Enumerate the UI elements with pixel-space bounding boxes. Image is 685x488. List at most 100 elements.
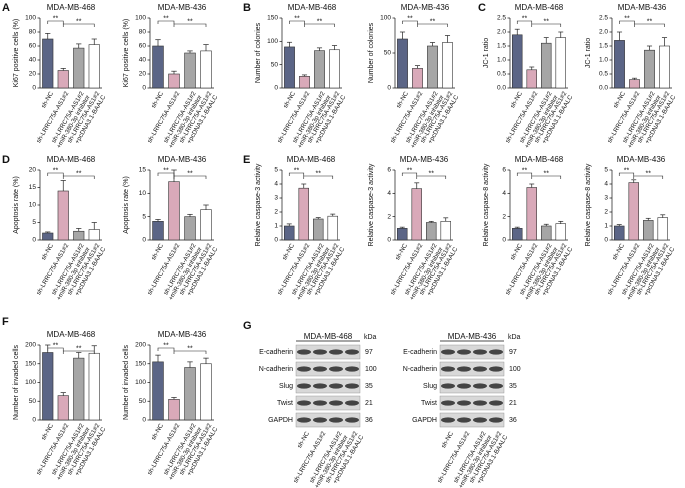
y-tick-label: 5 (604, 167, 608, 174)
protein-label: E-cadherin (403, 349, 437, 356)
y-tick-label: 15 (29, 184, 37, 191)
significance-label: ** (316, 170, 322, 177)
y-tick-label: 0 (142, 85, 146, 92)
significance-label: ** (294, 167, 300, 174)
blot-band (313, 349, 327, 355)
y-tick-label: 100 (135, 379, 146, 386)
significance-label: ** (522, 15, 528, 22)
panel-label: C (478, 2, 486, 14)
y-tick-label: 0 (142, 417, 146, 424)
panel-label: F (2, 316, 9, 328)
y-tick-label: 0 (32, 85, 36, 92)
y-tick-label: 4 (502, 190, 506, 197)
significance-label: ** (294, 15, 300, 22)
significance-label: ** (430, 18, 436, 25)
chart-title: MDA-MB-436 (617, 155, 666, 164)
blot-band (313, 366, 327, 372)
significance-label: ** (76, 345, 82, 352)
y-tick-label: 0 (604, 237, 608, 244)
kda-header: kDa (364, 334, 377, 341)
panel-label: D (2, 154, 10, 166)
blot-band (489, 349, 503, 355)
y-tick-label: 2.0 (599, 29, 608, 36)
bar (42, 38, 54, 89)
blot-band (489, 366, 503, 372)
bar (73, 230, 85, 241)
significance-bracket (157, 172, 175, 176)
significance-label: ** (647, 18, 653, 25)
significance-bracket (289, 20, 305, 24)
y-tick-label: 150 (25, 360, 36, 367)
y-tick-label: 0.5 (497, 71, 506, 78)
blot-band (345, 366, 359, 372)
bar (427, 45, 438, 89)
panel-label: G (243, 320, 252, 332)
blot-band (473, 417, 487, 423)
y-tick-label: 200 (135, 342, 146, 349)
significance-bracket (634, 23, 665, 27)
protein-label: N-cadherin (403, 366, 437, 373)
bar (88, 229, 100, 241)
y-tick-label: 6 (502, 167, 506, 174)
bar (555, 37, 566, 89)
y-tick-label: 5 (274, 167, 278, 174)
significance-bracket (62, 350, 95, 354)
chart-title: MDA-MB-468 (47, 330, 96, 339)
y-tick-label: 5 (142, 213, 146, 220)
bar (526, 69, 537, 89)
bar (397, 38, 408, 89)
y-tick-label: 10 (29, 202, 37, 209)
chart-title: MDA-MB-468 (47, 3, 96, 12)
y-tick-label: 100 (135, 15, 146, 22)
y-tick-label: 6 (387, 167, 391, 174)
bar (152, 361, 164, 421)
significance-bracket (416, 175, 447, 179)
kda-value: 21 (509, 400, 517, 407)
chart-title: MDA-MB-468 (47, 155, 96, 164)
blot-band (473, 349, 487, 355)
blot-band (473, 400, 487, 406)
bar (42, 352, 54, 421)
y-tick-label: 80 (29, 29, 37, 36)
blot-band (313, 400, 327, 406)
y-tick-label: 0.0 (497, 85, 506, 92)
significance-bracket (173, 175, 207, 179)
y-tick-label: 2.0 (497, 29, 506, 36)
y-tick-label: 20 (29, 167, 37, 174)
y-tick-label: 20 (139, 71, 147, 78)
bar (88, 44, 100, 89)
blot-band (345, 400, 359, 406)
significance-bracket (531, 23, 562, 27)
y-tick-label: 1 (274, 223, 278, 230)
bar (526, 187, 537, 241)
significance-label: ** (53, 167, 59, 174)
blot-title: MDA-MB-468 (304, 332, 353, 341)
bar (442, 42, 453, 89)
blot-band (441, 400, 455, 406)
y-axis-label: Relative caspase-3 activity (368, 163, 375, 246)
kda-value: 100 (509, 366, 521, 373)
bar (57, 70, 69, 89)
significance-bracket (47, 347, 64, 351)
kda-value: 100 (365, 366, 377, 373)
y-tick-label: 150 (135, 360, 146, 367)
chart-title: MDA-MB-468 (287, 155, 336, 164)
significance-bracket (633, 175, 664, 179)
y-axis-label: JC-1 ratio (483, 38, 490, 68)
blot-band (345, 417, 359, 423)
bar (643, 220, 654, 241)
significance-bracket (618, 172, 635, 176)
protein-label: GAPDH (412, 417, 437, 424)
protein-label: Slug (279, 383, 293, 390)
blot-strip (295, 395, 361, 411)
y-tick-label: 100 (25, 379, 36, 386)
y-axis-label: Ki67 positive cells (%) (123, 19, 130, 87)
y-axis-label: Relative caspase-3 activity (255, 163, 262, 246)
y-tick-label: 2.5 (599, 15, 608, 22)
blot-band (297, 383, 311, 389)
y-tick-label: 40 (29, 57, 37, 64)
blot-band (441, 349, 455, 355)
significance-label: ** (522, 167, 528, 174)
